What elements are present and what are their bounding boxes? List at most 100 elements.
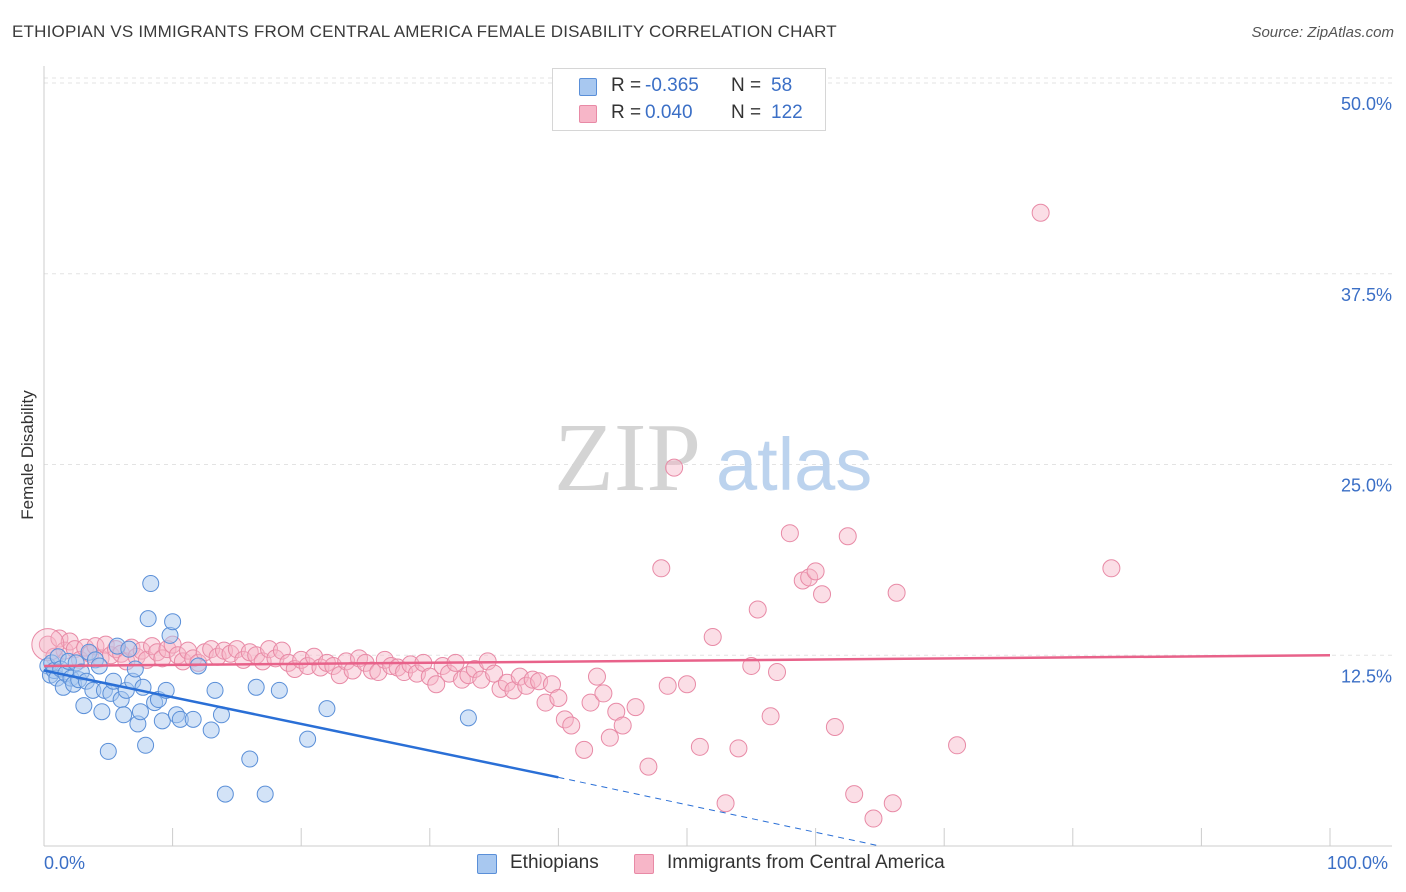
trend-lines xyxy=(43,654,1331,847)
n-label: N = xyxy=(731,102,762,123)
data-point-ethiopians xyxy=(270,681,288,699)
n-value: 122 xyxy=(771,102,803,123)
series-immigrants-points xyxy=(31,203,1121,828)
y-axis-label: Female Disability xyxy=(18,390,37,520)
r-value: 0.040 xyxy=(645,102,693,123)
data-point-ethiopians xyxy=(161,626,179,644)
data-point-immigrants xyxy=(883,794,902,813)
legend-label: Ethiopians xyxy=(510,852,599,873)
source-label: Source: ZipAtlas.com xyxy=(1251,24,1394,41)
data-point-immigrants xyxy=(845,785,864,804)
data-point-ethiopians xyxy=(299,730,317,748)
data-point-ethiopians xyxy=(131,703,149,721)
grid-lines xyxy=(44,77,1392,656)
data-point-immigrants xyxy=(600,728,619,747)
data-point-immigrants xyxy=(148,643,167,662)
data-point-immigrants xyxy=(626,698,645,717)
data-point-immigrants xyxy=(562,716,581,735)
r-value: -0.365 xyxy=(645,75,699,96)
y-tick-label: 25.0% xyxy=(1341,476,1392,496)
data-point-immigrants xyxy=(716,794,735,813)
data-point-immigrants xyxy=(420,667,439,686)
data-point-immigrants xyxy=(658,676,677,695)
data-point-ethiopians xyxy=(184,710,202,728)
r-label: R = xyxy=(611,102,642,123)
stats-row-ethiopians: R = -0.365 N = 58 xyxy=(553,74,825,100)
data-point-immigrants xyxy=(887,583,906,602)
data-point-ethiopians xyxy=(99,742,117,760)
axes xyxy=(43,66,1392,847)
data-point-immigrants xyxy=(485,664,504,683)
series-ethiopians-points xyxy=(39,575,477,803)
data-point-immigrants xyxy=(690,737,709,756)
data-point-ethiopians xyxy=(216,785,234,803)
watermark-zip: ZIP xyxy=(554,404,701,512)
r-label: R = xyxy=(611,75,642,96)
data-point-ethiopians xyxy=(137,736,155,754)
data-point-immigrants xyxy=(703,627,722,646)
x-tick-max: 100.0% xyxy=(1327,853,1389,873)
data-point-immigrants xyxy=(806,562,825,581)
data-point-immigrants xyxy=(825,717,844,736)
data-point-ethiopians xyxy=(247,678,265,696)
n-value: 58 xyxy=(771,75,793,96)
data-point-immigrants xyxy=(678,675,696,694)
data-point-immigrants xyxy=(452,670,471,689)
data-point-ethiopians xyxy=(120,640,138,658)
data-point-immigrants xyxy=(1102,559,1121,578)
stats-legend: R = -0.365 N = 58 R = 0.040 N = 122 xyxy=(552,68,826,131)
data-point-ethiopians xyxy=(139,610,157,628)
data-point-ethiopians xyxy=(202,721,220,739)
data-point-ethiopians xyxy=(75,697,93,715)
trend-line-ethiopians-extension xyxy=(558,776,881,847)
stats-row-immigrants: R = 0.040 N = 122 xyxy=(553,101,825,127)
data-point-immigrants xyxy=(729,739,748,758)
data-point-immigrants xyxy=(549,688,568,707)
data-point-ethiopians xyxy=(93,703,111,721)
data-point-immigrants xyxy=(427,675,446,694)
chart-title: ETHIOPIAN VS IMMIGRANTS FROM CENTRAL AME… xyxy=(12,22,837,41)
data-point-immigrants xyxy=(838,527,857,546)
data-point-ethiopians xyxy=(256,785,274,803)
legend-swatch-pink xyxy=(634,854,654,874)
data-point-immigrants xyxy=(742,656,761,675)
data-point-immigrants xyxy=(748,600,767,619)
data-point-immigrants xyxy=(202,640,221,659)
data-point-immigrants xyxy=(523,670,542,689)
x-tick-min: 0.0% xyxy=(44,853,86,873)
data-point-ethiopians xyxy=(142,575,160,593)
y-tick-labels: 12.5% 25.0% 37.5% 50.0% xyxy=(1341,94,1392,686)
legend-swatch-blue xyxy=(579,78,597,96)
y-tick-label: 37.5% xyxy=(1341,285,1392,305)
data-point-immigrants xyxy=(639,757,658,776)
data-point-ethiopians xyxy=(459,709,477,727)
data-point-ethiopians xyxy=(318,700,336,718)
watermark-atlas: atlas xyxy=(716,423,872,506)
data-point-immigrants xyxy=(587,667,606,686)
data-point-immigrants xyxy=(813,585,832,604)
y-tick-label: 50.0% xyxy=(1341,94,1392,114)
data-point-ethiopians xyxy=(153,712,171,730)
data-point-immigrants xyxy=(581,693,600,712)
data-point-immigrants xyxy=(298,656,317,675)
data-point-immigrants xyxy=(864,809,883,828)
trend-line-immigrants xyxy=(43,654,1331,668)
data-point-immigrants xyxy=(761,707,780,726)
trend-line-ethiopians xyxy=(43,669,559,779)
data-point-ethiopians xyxy=(126,660,144,678)
watermark: ZIP atlas xyxy=(554,404,872,512)
data-point-immigrants xyxy=(401,655,420,674)
legend-label: Immigrants from Central America xyxy=(667,852,945,873)
y-tick-label: 12.5% xyxy=(1341,666,1392,686)
data-point-immigrants xyxy=(652,559,671,578)
n-label: N = xyxy=(731,75,762,96)
data-point-ethiopians xyxy=(164,613,182,631)
data-point-immigrants xyxy=(780,524,799,543)
data-point-immigrants xyxy=(613,716,632,735)
legend-swatch-blue xyxy=(477,854,497,874)
data-point-immigrants xyxy=(1031,203,1050,222)
data-point-ethiopians xyxy=(115,706,133,724)
data-point-immigrants xyxy=(768,663,787,682)
data-point-immigrants xyxy=(143,637,162,656)
